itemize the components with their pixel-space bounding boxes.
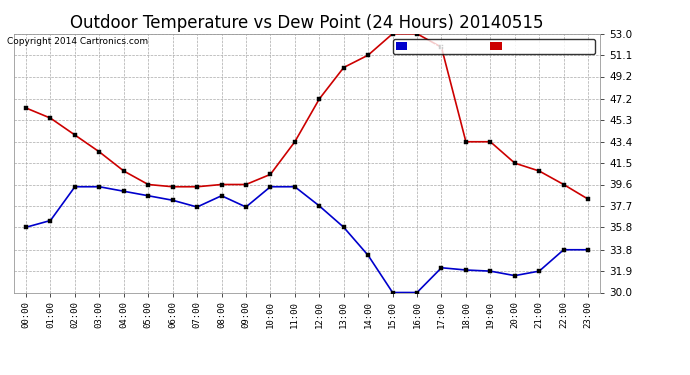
Title: Outdoor Temperature vs Dew Point (24 Hours) 20140515: Outdoor Temperature vs Dew Point (24 Hou…: [70, 14, 544, 32]
Text: Copyright 2014 Cartronics.com: Copyright 2014 Cartronics.com: [7, 38, 148, 46]
Legend: Dew Point (°F), Temperature (°F): Dew Point (°F), Temperature (°F): [393, 39, 595, 54]
